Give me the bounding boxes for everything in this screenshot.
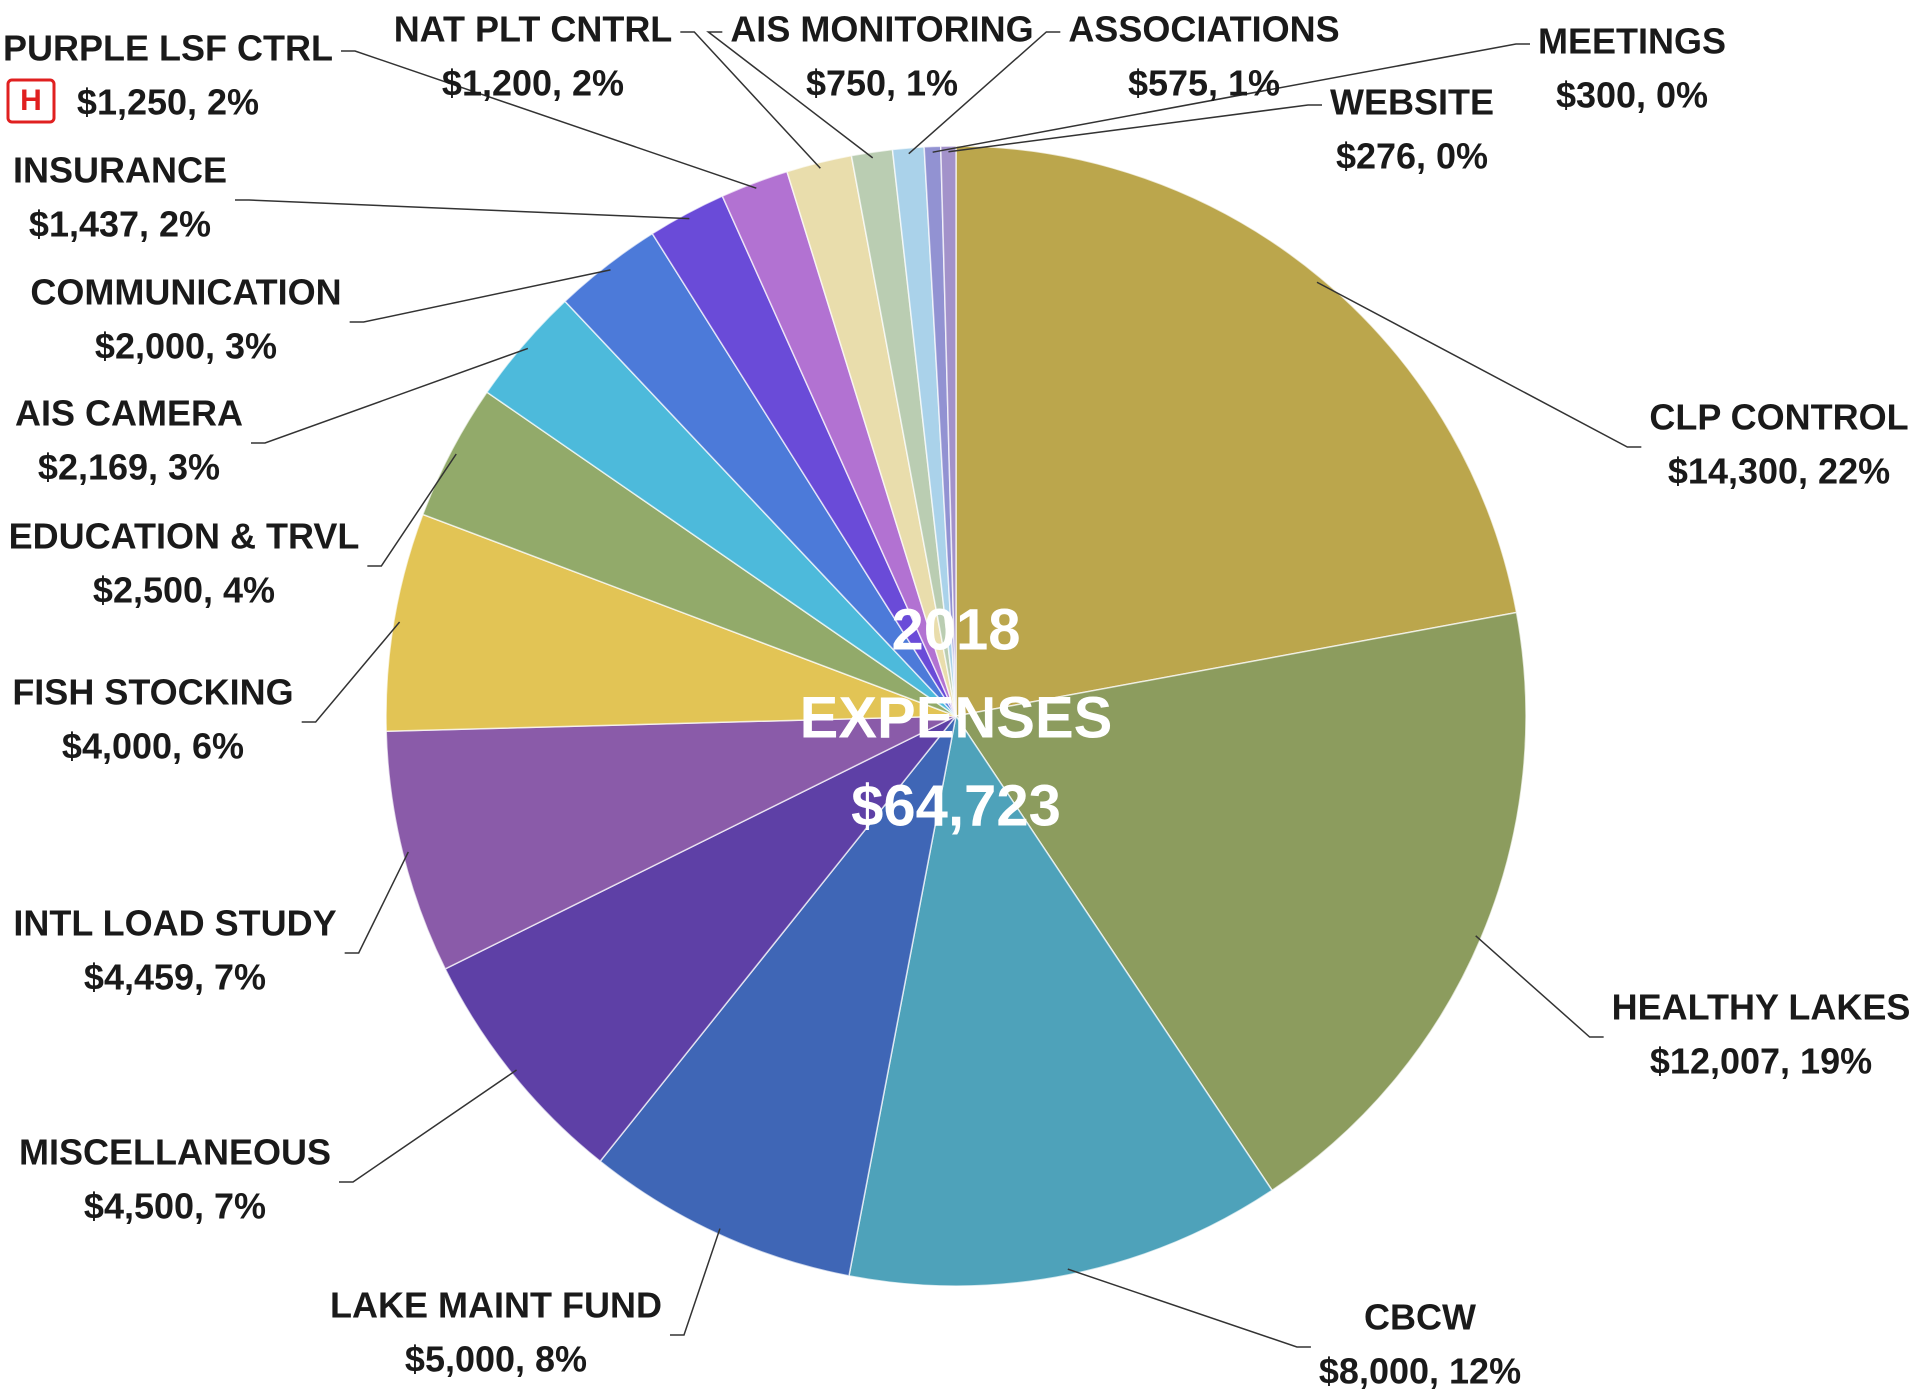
center-label: $64,723 — [851, 773, 1061, 838]
leader-line — [680, 31, 821, 169]
leader-line — [1067, 1268, 1311, 1348]
slices — [385, 145, 1527, 1287]
leader-line — [349, 269, 611, 323]
value-label: $750, 1% — [806, 63, 958, 104]
leader-line — [339, 1069, 517, 1183]
slice — [385, 715, 957, 970]
value-label: $1,200, 2% — [442, 63, 624, 104]
category-label: CBCW — [1364, 1297, 1476, 1338]
category-label: FISH STOCKING — [12, 672, 293, 713]
value-label: $300, 0% — [1556, 75, 1708, 116]
leader-line — [908, 31, 1061, 155]
value-label: $4,500, 7% — [84, 1186, 266, 1227]
value-label: $4,000, 6% — [62, 726, 244, 767]
category-label: PURPLE LSF CTRL — [3, 28, 333, 69]
category-label: HEALTHY LAKES — [1612, 987, 1911, 1028]
value-label: $5,000, 8% — [405, 1339, 587, 1380]
category-label: AIS CAMERA — [15, 393, 243, 434]
category-label: MEETINGS — [1538, 21, 1726, 62]
value-label: $2,500, 4% — [93, 570, 275, 611]
leader-lines — [235, 31, 1642, 1348]
category-label: INTL LOAD STUDY — [13, 903, 336, 944]
leader-line — [1475, 935, 1604, 1038]
category-label: LAKE MAINT FUND — [330, 1285, 662, 1326]
leader-line — [932, 43, 1530, 153]
value-label: $14,300, 22% — [1668, 451, 1890, 492]
value-label: $276, 0% — [1336, 136, 1488, 177]
category-label: CLP CONTROL — [1649, 397, 1908, 438]
leader-line — [948, 104, 1322, 153]
category-label: ASSOCIATIONS — [1068, 9, 1339, 50]
value-label: $575, 1% — [1128, 63, 1280, 104]
value-label: $1,250, 2% — [77, 82, 259, 123]
value-label: $2,169, 3% — [38, 447, 220, 488]
leader-line — [251, 347, 529, 444]
category-label: WEBSITE — [1330, 82, 1494, 123]
slice — [848, 714, 1274, 1287]
value-label: $1,437, 2% — [29, 204, 211, 245]
category-label: COMMUNICATION — [30, 272, 341, 313]
slice — [955, 145, 1518, 717]
leader-line — [341, 50, 757, 189]
leader-line — [367, 453, 457, 567]
value-label: $4,459, 7% — [84, 957, 266, 998]
center-label: 2018 — [891, 597, 1020, 662]
category-label: INSURANCE — [13, 150, 227, 191]
center-label: EXPENSES — [800, 685, 1113, 750]
value-label: $8,000, 12% — [1319, 1351, 1521, 1392]
leader-line — [235, 199, 690, 220]
badge-box — [6, 78, 56, 124]
badge: H — [20, 84, 42, 117]
leader-line — [1316, 281, 1642, 448]
slice — [939, 145, 957, 717]
leader-line — [706, 31, 874, 159]
category-label: AIS MONITORING — [730, 9, 1033, 50]
category-label: EDUCATION & TRVL — [9, 516, 360, 557]
slice — [954, 611, 1527, 1192]
category-label: MISCELLANEOUS — [19, 1132, 331, 1173]
category-label: NAT PLT CNTRL — [394, 9, 673, 50]
value-label: $2,000, 3% — [95, 326, 277, 367]
labels: CLP CONTROL $14,300, 22% HEALTHY LAKES $12,… — [3, 9, 1910, 1392]
slice — [385, 513, 957, 733]
leader-line — [669, 1228, 721, 1336]
value-label: $12,007, 19% — [1650, 1041, 1872, 1082]
leader-line — [344, 851, 409, 954]
leader-line — [301, 621, 401, 723]
